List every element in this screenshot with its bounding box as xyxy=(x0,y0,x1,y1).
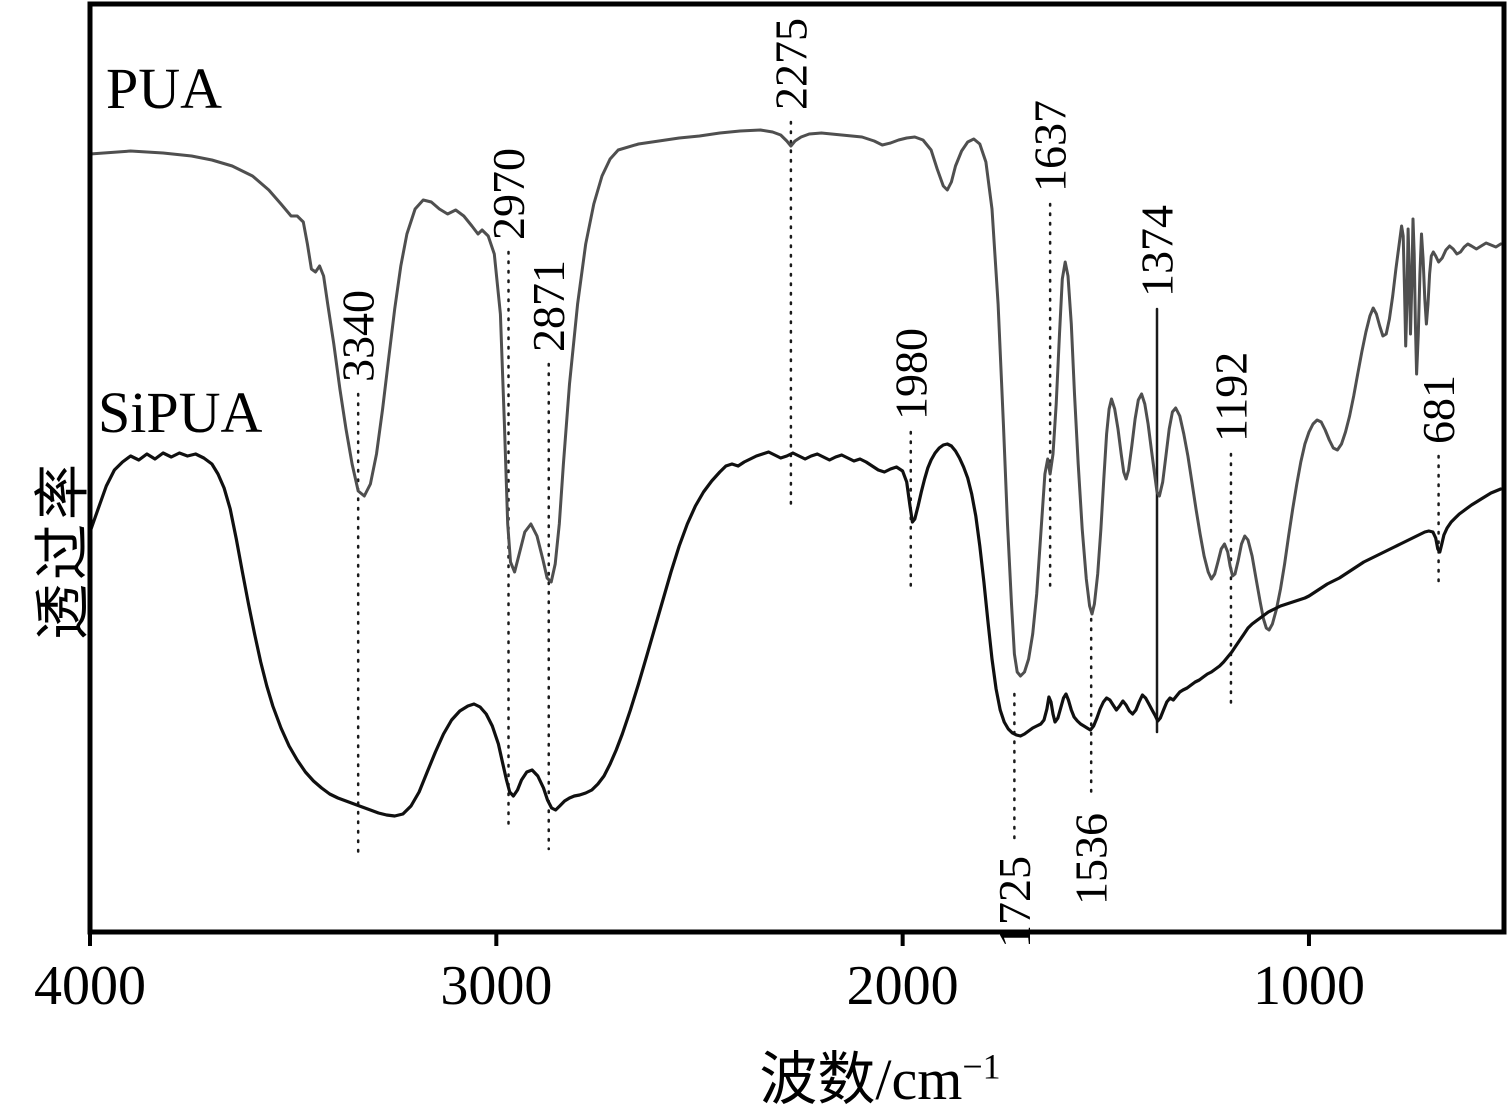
peak-annotation-label: 1725 xyxy=(989,856,1040,948)
spectrum-curve-pua xyxy=(88,128,1503,678)
x-axis-label-text: 波数/cm xyxy=(759,1047,963,1112)
x-axis-label-superscript: −1 xyxy=(962,1046,1001,1087)
x-tick-label: 2000 xyxy=(847,955,959,1017)
spectrum-curve-sipua xyxy=(88,442,1503,818)
x-axis-label: 波数/cm−1 xyxy=(580,1032,1180,1112)
peak-annotation-label: 681 xyxy=(1413,375,1464,444)
x-tick-label: 3000 xyxy=(440,955,552,1017)
peak-annotation-label: 1980 xyxy=(885,328,936,420)
series-label-pua: PUA xyxy=(106,56,222,121)
x-tick-label: 1000 xyxy=(1253,955,1365,1017)
peak-annotation-label: 2970 xyxy=(483,148,534,240)
series-label-sipua: SiPUA xyxy=(98,380,263,445)
peak-annotation-label: 1536 xyxy=(1066,813,1117,905)
plot-frame xyxy=(87,1,1507,935)
peak-annotation-label: 1374 xyxy=(1132,205,1183,297)
peak-annotation-label: 3340 xyxy=(333,290,384,382)
peak-annotation-label: 1637 xyxy=(1025,100,1076,192)
y-axis-label: 透过率 xyxy=(33,460,95,640)
peak-annotation-label: 1192 xyxy=(1205,352,1256,442)
peak-annotation-label: 2275 xyxy=(765,18,816,110)
peak-annotation-label: 2871 xyxy=(523,260,574,352)
x-tick-label: 4000 xyxy=(34,955,146,1017)
